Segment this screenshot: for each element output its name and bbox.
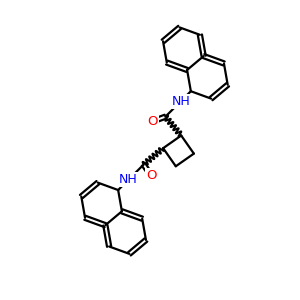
Text: NH: NH: [119, 173, 138, 186]
Text: O: O: [147, 115, 158, 128]
Text: NH: NH: [171, 95, 190, 108]
Text: O: O: [146, 169, 157, 182]
